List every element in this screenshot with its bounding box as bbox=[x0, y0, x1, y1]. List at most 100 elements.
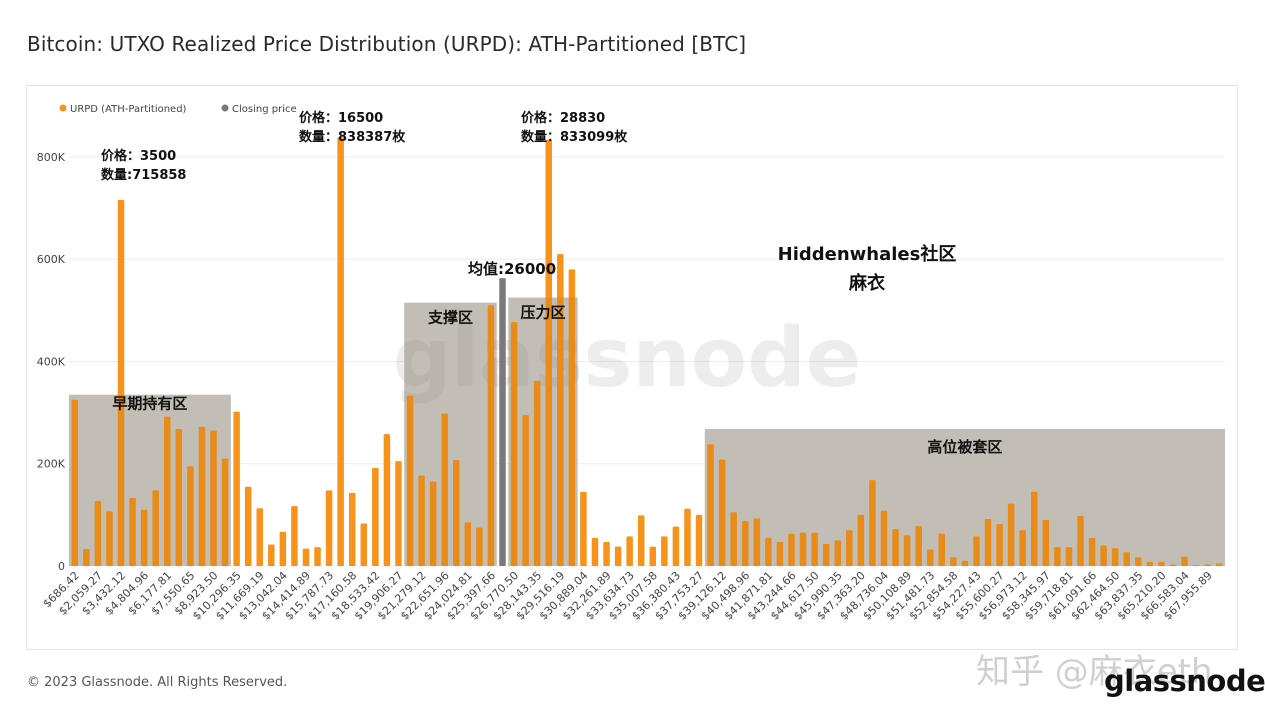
bar-urpd bbox=[661, 536, 668, 566]
bar-urpd bbox=[325, 490, 333, 566]
y-tick-label: 800K bbox=[37, 151, 66, 164]
bar-closing-price bbox=[499, 278, 506, 566]
zone-shade bbox=[508, 297, 578, 566]
bar-urpd bbox=[753, 518, 761, 566]
bar-urpd bbox=[603, 541, 610, 566]
legend-dot-closing bbox=[221, 104, 229, 112]
chart-title: Bitcoin: UTXO Realized Price Distributio… bbox=[27, 32, 747, 56]
bar-urpd bbox=[106, 511, 113, 566]
bar-urpd bbox=[568, 269, 576, 566]
bar-urpd bbox=[1192, 564, 1200, 566]
bar-urpd bbox=[337, 137, 344, 567]
bar-urpd bbox=[580, 491, 587, 566]
bar-urpd bbox=[591, 537, 599, 566]
bar-urpd bbox=[1088, 537, 1096, 566]
bar-urpd bbox=[1007, 503, 1015, 566]
legend-label-urpd: URPD (ATH-Partitioned) bbox=[70, 104, 187, 115]
bar-urpd bbox=[938, 533, 946, 566]
bar-urpd bbox=[533, 380, 541, 566]
bar-urpd bbox=[765, 537, 772, 566]
bar-urpd bbox=[649, 546, 657, 566]
bar-urpd bbox=[1146, 561, 1154, 566]
bar-urpd bbox=[1031, 491, 1038, 566]
bar-urpd bbox=[926, 549, 934, 566]
bar-urpd bbox=[476, 527, 483, 566]
annotation-peak-28830: 数量：833099枚 bbox=[521, 129, 628, 145]
bar-urpd bbox=[1100, 545, 1107, 566]
bar-urpd bbox=[522, 415, 529, 566]
zone-shade bbox=[704, 428, 1225, 566]
zhihu-watermark: 知乎 @麻衣eth bbox=[976, 652, 1213, 692]
bar-urpd bbox=[140, 509, 148, 566]
bar-urpd bbox=[302, 548, 310, 566]
bar-urpd bbox=[1204, 564, 1211, 566]
bar-urpd bbox=[614, 546, 622, 566]
bar-urpd bbox=[360, 523, 368, 566]
bar-urpd bbox=[903, 535, 911, 566]
bar-urpd bbox=[291, 506, 298, 566]
bar-urpd bbox=[950, 557, 957, 566]
bar-urpd bbox=[707, 444, 714, 566]
bar-urpd bbox=[822, 544, 830, 566]
bar-urpd bbox=[996, 524, 1003, 566]
annotation-peak-28830: 价格：28830 bbox=[521, 110, 605, 126]
bar-urpd bbox=[1065, 547, 1073, 566]
bar-urpd bbox=[637, 515, 645, 566]
zone-shade bbox=[69, 394, 231, 566]
bar-urpd bbox=[857, 514, 865, 566]
bar-urpd bbox=[129, 497, 136, 566]
bar-urpd bbox=[788, 533, 795, 566]
annotation-peak-16500: 数量：838387枚 bbox=[299, 129, 406, 145]
bar-urpd bbox=[464, 522, 472, 566]
bar-urpd bbox=[164, 416, 171, 566]
bar-urpd bbox=[1019, 530, 1026, 566]
zone-shade bbox=[404, 302, 497, 566]
bar-urpd bbox=[71, 399, 79, 566]
bar-urpd bbox=[961, 560, 969, 566]
bar-urpd bbox=[973, 536, 980, 566]
bar-urpd bbox=[545, 139, 552, 566]
bar-urpd bbox=[383, 434, 391, 566]
bar-urpd bbox=[453, 460, 460, 566]
bar-urpd bbox=[684, 508, 691, 566]
urpd-chart: 0200K400K600K800Kglassnodeglassnode早期持有区… bbox=[37, 104, 1225, 623]
bar-urpd bbox=[418, 475, 425, 566]
copyright-text: © 2023 Glassnode. All Rights Reserved. bbox=[27, 675, 288, 690]
bar-urpd bbox=[1135, 557, 1142, 566]
bar-urpd bbox=[429, 481, 437, 566]
bar-urpd bbox=[718, 459, 726, 566]
bar-urpd bbox=[256, 508, 263, 566]
chart-panel: 0 200K 400K 600K 800K glassnode glassnode 早期持有区… bbox=[26, 85, 1238, 650]
bar-urpd bbox=[175, 428, 183, 566]
bar-urpd bbox=[94, 501, 102, 566]
bar-urpd bbox=[372, 467, 379, 566]
bar-urpd bbox=[1077, 515, 1084, 566]
bar-urpd bbox=[487, 305, 495, 566]
annotation-mean: 均值:26000 bbox=[468, 260, 556, 278]
annotation-peak-16500: 价格：16500 bbox=[299, 110, 383, 126]
bar-urpd bbox=[695, 514, 703, 566]
zone-label: 早期持有区 bbox=[112, 395, 187, 413]
zone-label: 支撑区 bbox=[427, 309, 473, 327]
bar-urpd bbox=[1054, 547, 1061, 566]
bar-urpd bbox=[1169, 564, 1177, 566]
bar-urpd bbox=[1111, 548, 1119, 566]
annotation-peak-3500: 数量:715858 bbox=[101, 167, 186, 183]
zone-label: 压力区 bbox=[520, 304, 565, 322]
bar-urpd bbox=[730, 512, 737, 566]
bar-urpd bbox=[557, 254, 564, 566]
y-tick-label: 0 bbox=[58, 560, 65, 573]
y-tick-label: 200K bbox=[37, 458, 66, 471]
annotation-community: Hiddenwhales社区 bbox=[778, 243, 957, 265]
bar-urpd bbox=[626, 536, 633, 566]
bar-urpd bbox=[984, 518, 992, 566]
bar-urpd bbox=[1181, 556, 1188, 566]
bar-urpd bbox=[672, 526, 680, 566]
bar-urpd bbox=[742, 521, 749, 566]
bar-urpd bbox=[268, 544, 275, 566]
y-tick-label: 600K bbox=[37, 253, 66, 266]
glassnode-logo: glassnode bbox=[1104, 664, 1265, 698]
bar-urpd bbox=[117, 199, 125, 566]
bar-urpd bbox=[441, 413, 448, 566]
bar-urpd bbox=[279, 531, 287, 566]
